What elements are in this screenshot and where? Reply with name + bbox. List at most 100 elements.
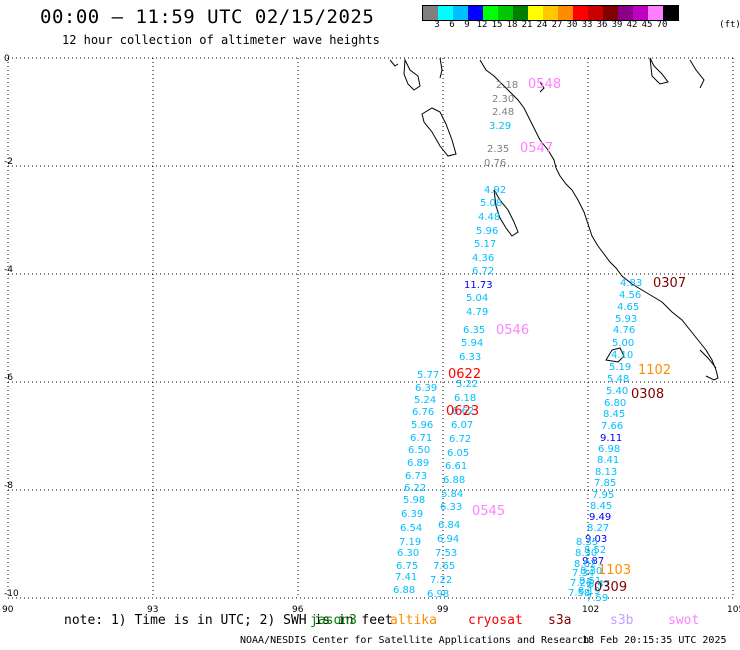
swh-value: 6.72 bbox=[472, 266, 494, 277]
swh-value: 8.13 bbox=[595, 467, 617, 478]
swh-value: 6.33 bbox=[440, 502, 462, 513]
scale-swatch bbox=[588, 6, 603, 20]
scale-label: 36 bbox=[596, 20, 608, 30]
swh-value: 8.51 bbox=[579, 576, 601, 587]
swh-value: 7.41 bbox=[395, 572, 417, 583]
swh-value: 7.26 bbox=[570, 578, 592, 589]
scale-swatch bbox=[543, 6, 558, 20]
scale-swatch bbox=[453, 6, 468, 20]
scale-swatch bbox=[438, 6, 453, 20]
scale-label: 24 bbox=[536, 20, 548, 30]
swh-value: 7.85 bbox=[594, 478, 616, 489]
swh-value: 6.61 bbox=[445, 461, 467, 472]
scale-label: 30 bbox=[566, 20, 578, 30]
swh-value: 6.07 bbox=[451, 420, 473, 431]
swh-value: 6.47 bbox=[588, 579, 610, 590]
swh-value: 6.88 bbox=[393, 585, 415, 596]
scale-label: 45 bbox=[641, 20, 653, 30]
swh-value: 5.96 bbox=[411, 420, 433, 431]
swh-value: 6.05 bbox=[447, 448, 469, 459]
swh-value: 5.84 bbox=[441, 489, 463, 500]
swh-value: 5.17 bbox=[474, 239, 496, 250]
swh-value: 6.88 bbox=[443, 475, 465, 486]
swh-value: 5.08 bbox=[480, 198, 502, 209]
swh-value: 4.36 bbox=[472, 253, 494, 264]
swh-value: 6.54 bbox=[400, 523, 422, 534]
swh-value: 2.48 bbox=[492, 107, 514, 118]
swh-value: 4.65 bbox=[617, 302, 639, 313]
scale-label: 21 bbox=[521, 20, 533, 30]
y-tick-label: -2 bbox=[4, 157, 13, 167]
swh-value: 8.27 bbox=[587, 523, 609, 534]
swh-value: 6.98 bbox=[598, 444, 620, 455]
swh-value: 6.35 bbox=[463, 325, 485, 336]
swh-value: 7.95 bbox=[592, 490, 614, 501]
swh-value: 7.53 bbox=[435, 548, 457, 559]
swh-value: 8.19 bbox=[578, 586, 600, 597]
credit-line: NOAA/NESDIS Center for Satellite Applica… bbox=[240, 635, 590, 646]
map-grid bbox=[7, 57, 734, 599]
swh-value: 6.62 bbox=[452, 406, 474, 417]
swh-value: 4.76 bbox=[613, 325, 635, 336]
swh-value: 8.52 bbox=[584, 545, 606, 556]
swh-value: 6.98 bbox=[427, 589, 449, 600]
scale-label: 3 bbox=[434, 20, 440, 30]
pass-time: 1102 bbox=[638, 363, 671, 378]
footer-note: note: 1) Time is in UTC; 2) SWH is in fe… bbox=[64, 613, 393, 628]
scale-label: 33 bbox=[581, 20, 593, 30]
swh-value: 7.66 bbox=[601, 421, 623, 432]
scale-label: 18 bbox=[506, 20, 518, 30]
swh-value: 5.96 bbox=[476, 226, 498, 237]
swh-value: 5.94 bbox=[461, 338, 483, 349]
swh-value: 4.10 bbox=[611, 350, 633, 361]
x-tick-label: 105 bbox=[727, 605, 740, 615]
y-tick-label: -6 bbox=[4, 373, 13, 383]
timestamp: 18 Feb 20:15:35 UTC 2025 bbox=[582, 635, 727, 646]
pass-time: 0548 bbox=[528, 77, 561, 92]
x-tick-label: 99 bbox=[437, 605, 449, 615]
scale-label: 6 bbox=[449, 20, 455, 30]
swh-value: 6.89 bbox=[407, 458, 429, 469]
scale-swatch bbox=[573, 6, 588, 20]
satellite-legend-item: jason3 bbox=[310, 613, 357, 628]
scale-unit: (ft) bbox=[719, 20, 740, 30]
swh-value: 5.19 bbox=[609, 362, 631, 373]
swh-value: 5.40 bbox=[606, 386, 628, 397]
swh-value: 6.76 bbox=[412, 407, 434, 418]
swh-value: 2.35 bbox=[487, 144, 509, 155]
scale-swatch bbox=[528, 6, 543, 20]
pass-time: 0546 bbox=[496, 323, 529, 338]
scale-label: 70 bbox=[656, 20, 668, 30]
swh-value: 3.29 bbox=[489, 121, 511, 132]
scale-swatch bbox=[648, 6, 663, 20]
x-tick-label: 102 bbox=[582, 605, 599, 615]
scale-label: 39 bbox=[611, 20, 623, 30]
y-tick-label: -8 bbox=[4, 481, 13, 491]
color-scale-labels: 3 6 9 12 15 18 21 24 27 30 33 36 39 42 45 70 (ft) bbox=[422, 20, 740, 34]
swh-value: 8.45 bbox=[603, 409, 625, 420]
satellite-legend-item: cryosat bbox=[468, 613, 523, 628]
pass-time: 0309 bbox=[594, 580, 627, 595]
pass-time: 0545 bbox=[472, 504, 505, 519]
swh-value: 7.34 bbox=[572, 568, 594, 579]
swh-value: 4.92 bbox=[484, 185, 506, 196]
pass-time: 0307 bbox=[653, 276, 686, 291]
swh-value: 5.04 bbox=[466, 293, 488, 304]
swh-value: 7.22 bbox=[430, 575, 452, 586]
pass-time: 0547 bbox=[520, 141, 553, 156]
scale-swatch bbox=[633, 6, 648, 20]
swh-value: 7.19 bbox=[399, 537, 421, 548]
swh-value: 6.80 bbox=[604, 398, 626, 409]
swh-value: 4.83 bbox=[620, 278, 642, 289]
wave-labels: 0 -2 -4 -6 -8 -10 90 93 96 99 102 105 2.18 2.30 2.48 3.… bbox=[2, 54, 740, 615]
satellite-legend-item: altika bbox=[390, 613, 437, 628]
satellite-legend-item: s3a bbox=[548, 613, 572, 628]
x-tick-label: 90 bbox=[2, 605, 14, 615]
map-title: 00:00 – 11:59 UTC 02/15/2025 bbox=[40, 6, 375, 28]
y-tick-label: -10 bbox=[4, 589, 19, 599]
swh-value: 9.49 bbox=[589, 512, 611, 523]
x-tick-label: 96 bbox=[292, 605, 304, 615]
swh-value: 6.50 bbox=[408, 445, 430, 456]
scale-label: 9 bbox=[464, 20, 470, 30]
swh-value: 2.18 bbox=[496, 80, 518, 91]
